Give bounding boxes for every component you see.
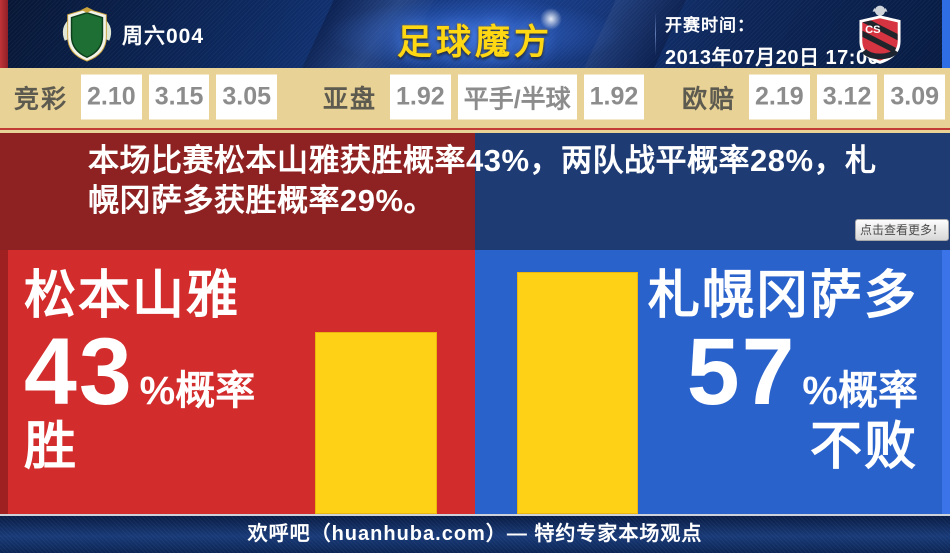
footer-separator — [0, 514, 950, 516]
away-probability-bar — [517, 272, 638, 514]
away-panel-text: 札幌冈萨多 57 %概率 不败 — [648, 268, 918, 476]
odds-value-draw: 3.15 — [148, 74, 210, 120]
away-probability-row: 57 %概率 — [648, 319, 918, 425]
home-outcome-label: 胜 — [24, 418, 79, 476]
away-probability-value: 57 — [686, 319, 797, 425]
left-red-edge-stripe — [0, 0, 8, 68]
kickoff-time: 2013年07月20日 17:00 — [665, 47, 880, 69]
handicap-away-odds: 1.92 — [583, 74, 645, 120]
home-team-name: 松本山雅 — [24, 267, 241, 325]
kickoff-info: 开赛时间： 2013年07月20日 17:00 — [665, 11, 879, 70]
odds-bar: 竞彩 2.10 3.15 3.05 亚盘 1.92 平手/半球 1.92 欧赔 … — [0, 68, 950, 133]
logo-glow — [325, 0, 625, 70]
odds-group-european: 欧赔 2.19 3.12 3.09 — [682, 74, 946, 120]
away-outcome-label: 不败 — [809, 418, 918, 476]
home-probability-row: 43 %概率 — [24, 319, 256, 425]
probability-panels: 松本山雅 43 %概率 胜 札幌冈萨多 57 %概率 不败 — [0, 250, 950, 514]
home-probability-suffix: %概率 — [139, 369, 256, 413]
home-probability-bar — [315, 332, 437, 514]
summary-band-red-bg — [0, 133, 475, 250]
footer-text: 欢呼吧（huanhuba.com）— 特约专家本场观点 — [247, 523, 703, 545]
away-crest-initials: CS — [865, 24, 881, 36]
odds-label-asian-handicap: 亚盘 — [323, 85, 378, 113]
site-logo[interactable]: 足球魔方 — [396, 23, 553, 62]
euro-away-odds: 3.09 — [884, 74, 946, 120]
footer: 欢呼吧（huanhuba.com）— 特约专家本场观点 — [0, 516, 950, 553]
handicap-line: 平手/半球 — [457, 74, 577, 120]
kickoff-label: 开赛时间： — [665, 16, 755, 35]
logo-sparkle — [540, 8, 562, 30]
away-team-name: 札幌冈萨多 — [647, 267, 918, 325]
view-more-button[interactable]: 点击查看更多！ — [855, 219, 949, 241]
home-crest-icon — [62, 6, 112, 62]
match-code: 周六004 — [122, 25, 205, 48]
away-probability-suffix: %概率 — [802, 369, 918, 413]
right-panel-edge-stripe — [942, 250, 950, 514]
header: 周六004 足球魔方 开赛时间： 2013年07月20日 17:00 CS — [0, 0, 950, 70]
euro-draw-odds: 3.12 — [816, 74, 878, 120]
away-crest-icon: CS — [859, 5, 901, 64]
right-blue-edge-stripe — [942, 0, 950, 68]
left-panel-edge-stripe — [0, 250, 8, 514]
prediction-summary-band: 本场比赛松本山雅获胜概率43%，两队战平概率28%，札幌冈萨多获胜概率29%。 … — [0, 133, 950, 250]
euro-home-odds: 2.19 — [749, 74, 810, 120]
header-divider — [655, 12, 656, 56]
odds-group-jingcai: 竞彩 2.10 3.15 3.05 — [14, 74, 278, 120]
odds-label-jingcai: 竞彩 — [14, 85, 69, 113]
home-panel-text: 松本山雅 43 %概率 胜 — [24, 268, 255, 476]
odds-group-asian-handicap: 亚盘 1.92 平手/半球 1.92 — [323, 74, 645, 120]
odds-label-european: 欧赔 — [682, 85, 737, 113]
home-probability-value: 43 — [24, 319, 134, 425]
handicap-home-odds: 1.92 — [390, 74, 451, 120]
prediction-summary-text: 本场比赛松本山雅获胜概率43%，两队战平概率28%，札幌冈萨多获胜概率29%。 — [88, 143, 877, 218]
odds-value-away-win: 3.05 — [216, 74, 278, 120]
odds-value-home-win: 2.10 — [81, 74, 142, 120]
